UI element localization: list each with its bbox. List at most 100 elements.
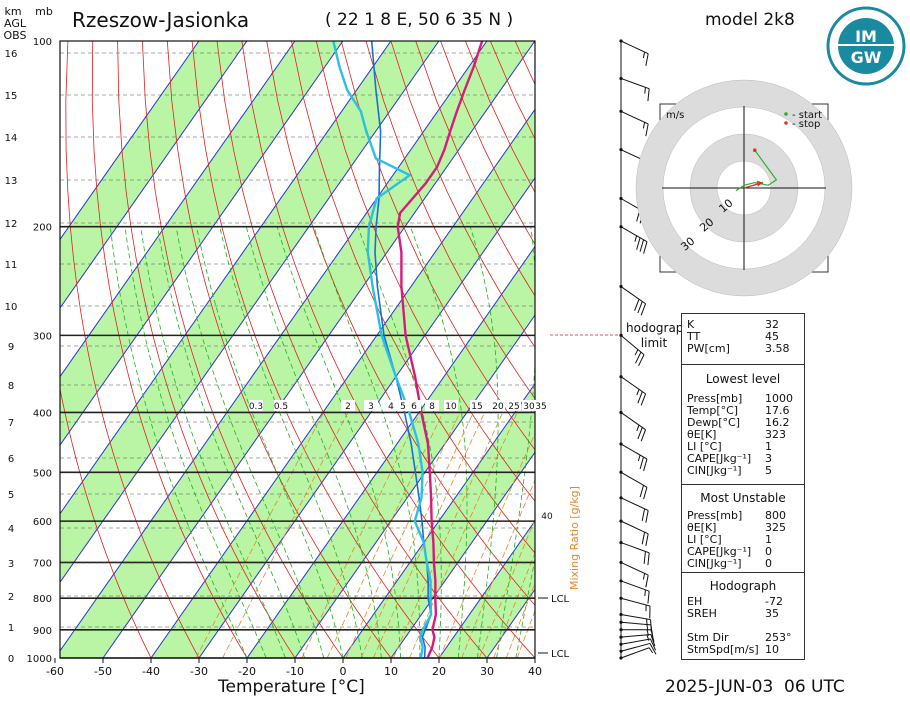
height-tick-label: 11	[5, 260, 18, 271]
hodograph-legend-stop: - stop	[792, 119, 820, 130]
hodograph-unit-label: m/s	[666, 110, 684, 121]
x-tick-label: 10	[384, 665, 398, 678]
wind-barb-feather	[646, 54, 648, 66]
most-unstable-row-value: 0	[765, 558, 772, 570]
hodograph-param-row-value: 10	[765, 644, 779, 656]
lowest-level-row-value: 5	[765, 465, 772, 477]
wind-barb-half-feather	[635, 236, 637, 242]
height-tick-label: 15	[5, 91, 18, 102]
lcl-label-upper: LCL	[551, 594, 570, 605]
height-tick-label: 16	[5, 49, 18, 60]
wind-barb-half-feather	[645, 87, 646, 93]
wind-barb-feather	[648, 553, 649, 565]
pressure-tick-label: 800	[33, 594, 52, 605]
height-tick-label: 3	[8, 559, 14, 570]
wind-barb-feather	[635, 299, 639, 311]
indices-separator	[682, 364, 804, 365]
hodograph-param-row-key: SREH	[687, 608, 717, 620]
mixing-ratio-tick-label: 0.5	[274, 402, 288, 412]
wind-barb-staff	[621, 639, 651, 644]
mixing-ratio-tick-label: 8	[429, 402, 435, 412]
hodograph-limit-line2: limit	[626, 336, 682, 351]
pressure-tick-label: 600	[33, 517, 52, 528]
footer-date: 2025-JUN-03	[665, 677, 773, 697]
most-unstable-row: CIN[Jkg⁻¹]0	[687, 558, 799, 570]
height-tick-label: 1	[8, 623, 14, 634]
mixing-ratio-tick-label: 30	[523, 402, 535, 412]
wind-barb-feather	[638, 392, 642, 404]
wind-barb-half-feather	[637, 425, 639, 431]
wind-barb-half-feather	[637, 389, 639, 395]
wind-barb-feather	[648, 591, 649, 603]
wind-barb-staff	[621, 472, 647, 487]
wind-barb-feather	[641, 394, 645, 406]
pressure-tick-label: 700	[33, 558, 52, 569]
mixing-ratio-axis-title: Mixing Ratio [g/kg]	[568, 486, 581, 590]
pressure-tick-label: 900	[33, 626, 52, 637]
mixing-ratio-tick-label: 3	[368, 402, 374, 412]
hodograph-param-row-value: 35	[765, 608, 779, 620]
footer-time: 06 UTC	[784, 677, 845, 697]
lcl-label-lower: LCL	[551, 649, 570, 660]
wind-barb-staff	[621, 78, 649, 88]
wind-barb-feather	[644, 487, 647, 499]
hodograph-limit-line1: hodograph	[626, 321, 682, 336]
height-tick-label: 7	[8, 418, 14, 429]
wind-barb-staff	[621, 227, 647, 242]
wind-barb-half-feather	[643, 122, 644, 128]
height-tick-label: 10	[5, 302, 18, 313]
mixing-ratio-tick-label: 0.3	[249, 402, 263, 412]
wind-barb-staff	[621, 562, 648, 575]
x-tick-label: 20	[432, 665, 446, 678]
wind-barb-feather	[646, 510, 648, 522]
wind-barb-feather	[637, 238, 640, 250]
x-axis-title: Temperature [°C]	[218, 677, 365, 697]
x-tick-label: 40	[528, 665, 542, 678]
mixing-ratio-tick-label: 10	[445, 402, 457, 412]
mixing-ratio-tick-label: 4	[388, 402, 394, 412]
height-tick-label: 5	[8, 490, 14, 501]
wind-barb-half-feather	[643, 52, 644, 58]
wind-barb-staff	[621, 287, 646, 304]
wind-barb-half-feather	[649, 648, 652, 653]
hodograph-param-row: StmSpd[m/s]10	[687, 644, 799, 656]
wind-barb-staff	[621, 643, 650, 651]
mixing-ratio-tick-label: 25	[508, 402, 519, 412]
wind-barb-staff	[621, 111, 648, 124]
height-axis-label-obs: OBS	[4, 29, 27, 42]
hodograph-limit-label: hodograph limit	[626, 321, 682, 351]
lowest-level-row: CIN[Jkg⁻¹] 5	[687, 465, 799, 477]
mixing-ratio-tick-label: 6	[411, 402, 417, 412]
mixing-ratio-40-label: 40	[541, 512, 553, 522]
wind-barb-staff	[621, 444, 647, 459]
wind-barb-feather	[642, 509, 644, 521]
height-tick-label: 9	[8, 342, 14, 353]
hodograph-trace-end	[753, 148, 757, 152]
wind-barb-feather	[640, 457, 643, 469]
pressure-tick-label: 100	[33, 37, 52, 48]
height-tick-label: 4	[8, 524, 14, 535]
pressure-tick-label: 500	[33, 468, 52, 479]
indices-separator	[682, 484, 804, 485]
wind-barb-staff	[621, 614, 651, 619]
wind-barb-staff	[621, 581, 649, 591]
mixing-ratio-tick-label: 2	[345, 402, 351, 412]
x-tick-label: 30	[480, 665, 494, 678]
moist-adiabat	[535, 227, 626, 658]
index-row-key: PW[cm]	[687, 343, 730, 355]
wind-barb-feather	[644, 242, 647, 254]
height-tick-label: 12	[5, 219, 18, 230]
wind-barb-staff	[621, 377, 646, 394]
lowest-level-row-key: CIN[Jkg⁻¹]	[687, 465, 742, 477]
height-tick-label: 6	[8, 454, 14, 465]
wind-barb-feather	[648, 89, 649, 101]
mixing-ratio-tick-label: 20	[492, 402, 504, 412]
lowest-level-title: Lowest level	[682, 372, 804, 386]
imgw-logo-text-bottom: GW	[851, 48, 882, 67]
wind-barb-feather	[644, 551, 645, 563]
wind-barb-staff	[621, 412, 646, 429]
station-name: Rzeszow-Jasionka	[72, 8, 249, 32]
pressure-tick-label: 300	[33, 331, 52, 342]
wind-barb-feather	[646, 575, 648, 587]
